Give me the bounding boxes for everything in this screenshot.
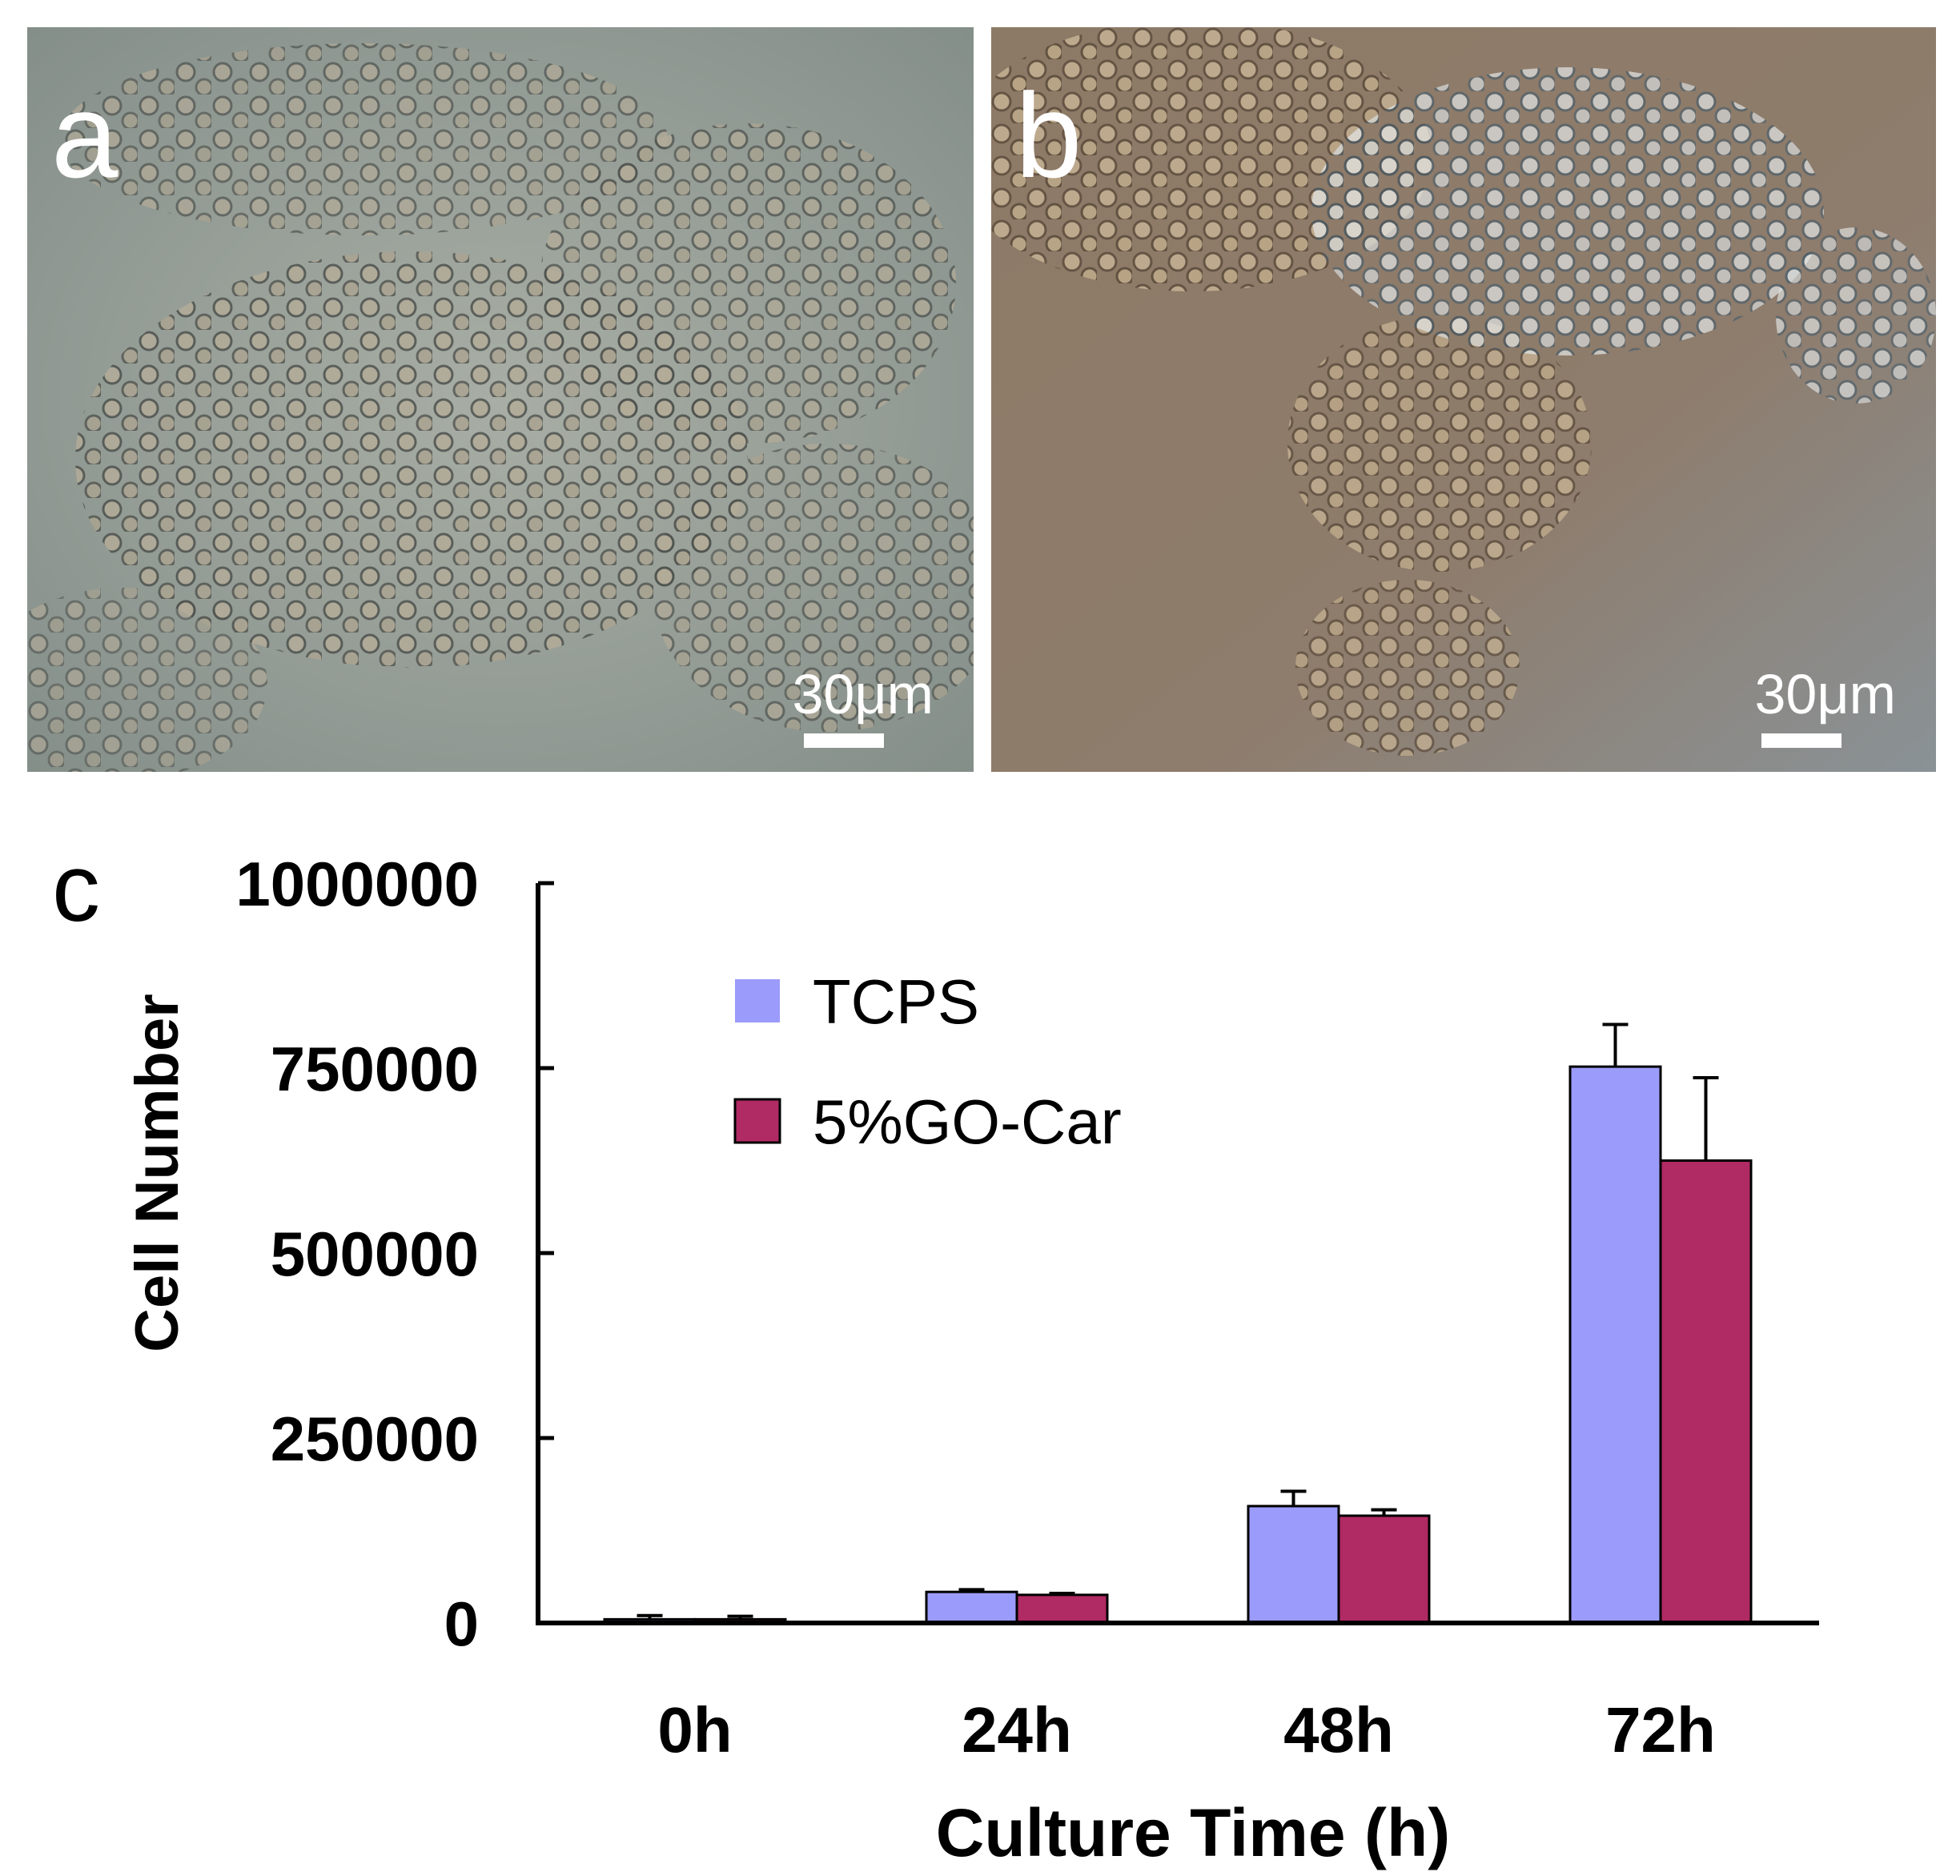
- x-axis-title: Culture Time (h): [936, 1795, 1450, 1870]
- x-axis-ticks: 0h 24h 48h 72h: [657, 1694, 1716, 1766]
- x-tick-label: 48h: [1283, 1694, 1394, 1766]
- y-axis-title: Cell Number: [123, 994, 191, 1352]
- legend-label: 5%GO-Car: [813, 1087, 1122, 1157]
- bars: [603, 1022, 1753, 1625]
- y-tick-label: 250000: [271, 1404, 479, 1474]
- y-tick-label: 1000000: [235, 849, 479, 919]
- panel-b-label: b: [1015, 68, 1082, 203]
- scale-bar-label-a: 30μm: [792, 663, 934, 725]
- y-tick-label: 0: [444, 1589, 479, 1659]
- x-tick-label: 24h: [962, 1694, 1072, 1766]
- legend: TCPS 5%GO-Car: [733, 966, 1122, 1157]
- y-tick-label: 750000: [271, 1034, 479, 1104]
- scale-bar-a: [804, 733, 884, 748]
- bar-go-car-48h: [1337, 1514, 1431, 1625]
- x-tick-label: 72h: [1605, 1694, 1716, 1766]
- legend-swatch: [735, 979, 780, 1022]
- x-tick-label: 0h: [657, 1694, 732, 1766]
- micrograph-panel-b: b 30μm: [991, 27, 1936, 772]
- scale-bar-b: [1761, 733, 1842, 748]
- scale-bar-label-b: 30μm: [1754, 663, 1896, 725]
- legend-label: TCPS: [813, 966, 979, 1037]
- bar-tcps-24h: [925, 1590, 1018, 1625]
- bar-go-car-72h: [1659, 1159, 1753, 1625]
- cell-micrograph-b: [991, 27, 1936, 772]
- bar-tcps-48h: [1247, 1504, 1340, 1625]
- bar-tcps-72h: [1568, 1065, 1662, 1625]
- panel-c-label: c: [52, 834, 100, 942]
- micrograph-panel-a: a 30μm: [27, 27, 974, 772]
- bar-go-car-24h: [1015, 1593, 1109, 1625]
- legend-swatch: [733, 1098, 781, 1144]
- y-tick-label: 500000: [271, 1219, 479, 1289]
- cell-micrograph-a: [27, 27, 974, 772]
- y-axis-ticks: 0 250000 500000 750000 1000000: [235, 849, 554, 1659]
- panel-a-label: a: [51, 68, 118, 203]
